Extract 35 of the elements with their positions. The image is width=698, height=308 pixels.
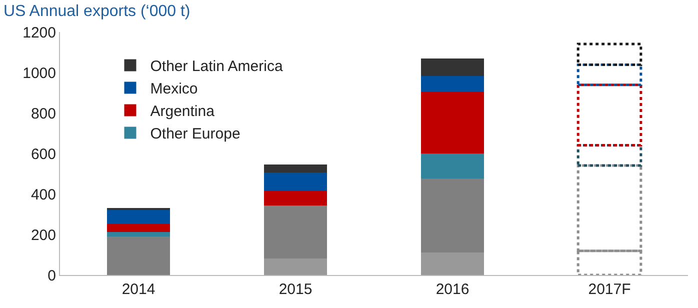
bar (421, 92, 484, 154)
bar (107, 224, 170, 232)
bar (421, 154, 484, 178)
bar (107, 210, 170, 224)
x-tick-label: 2015 (278, 281, 312, 298)
bar (576, 84, 642, 146)
x-tick-label: 2017F (588, 281, 631, 298)
bar (421, 252, 484, 275)
x-tick-label: 2016 (436, 281, 470, 298)
y-tick-label: 0 (48, 267, 56, 284)
y-tick-label: 1200 (22, 24, 56, 42)
bar (264, 164, 327, 173)
chart-title: US Annual exports (‘000 t) (3, 2, 190, 20)
bar (264, 205, 327, 259)
y-tick-label: 200 (30, 226, 56, 244)
legend-label: Mexico (150, 80, 198, 98)
y-tick-label: 600 (30, 146, 56, 163)
bar (576, 42, 642, 66)
bar (576, 144, 642, 167)
bar (264, 190, 327, 206)
bar (421, 178, 484, 253)
bar (107, 232, 170, 236)
bar (264, 258, 327, 275)
y-tick-label: 1000 (22, 64, 56, 82)
bar (576, 64, 642, 86)
bar (107, 236, 170, 275)
x-tick-label: 2014 (122, 281, 156, 298)
legend-label: Other Latin America (150, 58, 284, 76)
y-tick-label: 800 (30, 105, 56, 122)
bar (421, 76, 484, 92)
y-tick-label: 400 (30, 186, 56, 204)
bar (421, 58, 484, 76)
legend-label: Other Europe (150, 126, 240, 143)
bar (264, 172, 327, 191)
legend-label: Argentina (150, 103, 216, 120)
